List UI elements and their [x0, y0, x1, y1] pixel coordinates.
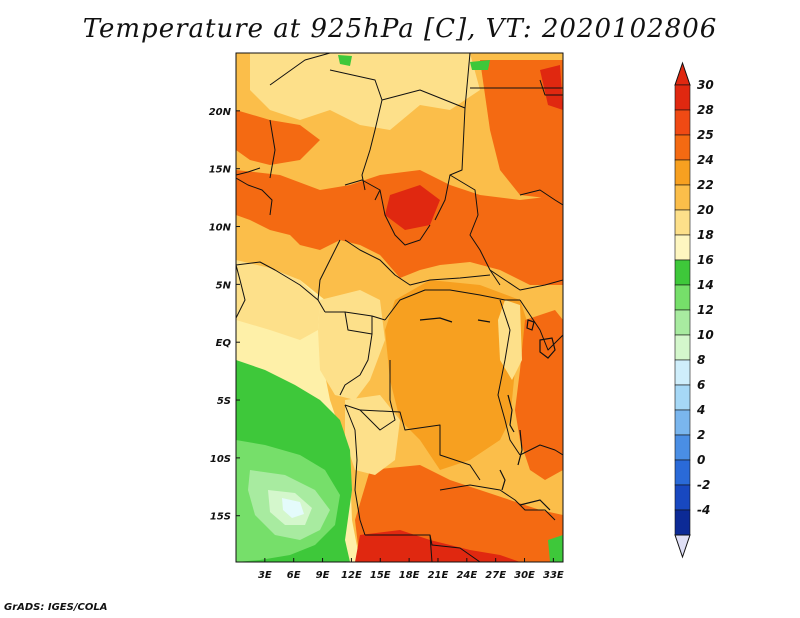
x-tick-label: 18E: [399, 570, 420, 581]
region-sahara-mild: [250, 53, 480, 130]
x-tick-label: 30E: [514, 570, 535, 581]
x-tick-label: 33E: [543, 570, 564, 581]
colorbar-label: 10: [697, 328, 714, 342]
colorbar-segment: [674, 409, 691, 436]
x-axis: 3E 6E 9E 12E 15E 18E 21E 24E 27E 30E 33E: [258, 558, 564, 581]
colorbar-segment: [674, 484, 691, 511]
speck-green-northeast: [470, 60, 490, 70]
colorbar-label: -4: [697, 503, 710, 517]
y-tick-label: 20N: [209, 107, 232, 118]
colorbar-label: -2: [697, 478, 710, 492]
colorbar-segment: [674, 234, 691, 261]
colorbar-label: 2: [697, 428, 705, 442]
colorbar-segment: [674, 109, 691, 136]
colorbar-label: 20: [697, 203, 714, 217]
colorbar-label: 4: [696, 403, 705, 417]
colorbar-label: 14: [697, 278, 714, 292]
region-east-hot: [480, 60, 563, 200]
colorbar-label: 22: [697, 178, 714, 192]
x-tick-label: 15E: [370, 570, 391, 581]
region-gabon-mild: [318, 290, 385, 400]
region-congo-basin: [385, 280, 530, 470]
colorbar-label: 16: [697, 253, 714, 267]
colorbar-label: 6: [697, 378, 705, 392]
region-northwest-hot: [236, 110, 320, 165]
colorbar-segment: [674, 509, 691, 536]
colorbar-segment: [674, 359, 691, 386]
region-lake-mild: [498, 300, 522, 380]
temperature-field: [236, 53, 563, 562]
x-tick-label: 3E: [258, 570, 272, 581]
region-angola-mild: [345, 395, 400, 475]
colorbar-segment: [674, 159, 691, 186]
y-tick-label: EQ: [216, 338, 232, 349]
colorbar-label: 25: [697, 128, 714, 142]
map-title: Temperature at 925hPa [C], VT: 202010280…: [82, 14, 718, 44]
speck-green-north: [338, 55, 352, 66]
colorbar-label: 0: [697, 453, 705, 467]
x-tick-label: 12E: [341, 570, 362, 581]
lakes: [419, 317, 556, 511]
y-axis: 20N 15N 10N 5N EQ 5S 10S 15S: [209, 107, 240, 523]
x-tick-label: 27E: [485, 570, 506, 581]
colorbar-segment: [674, 184, 691, 211]
colorbar-segment: [674, 209, 691, 236]
colorbar-label: 12: [697, 303, 714, 317]
y-tick-label: 10N: [209, 223, 232, 234]
speck-green-southeast: [548, 535, 563, 562]
colorbar-segment: [674, 334, 691, 361]
colorbar-segment: [674, 259, 691, 286]
colorbar-bottom-arrow: [674, 534, 691, 559]
x-tick-label: 24E: [456, 570, 477, 581]
colorbar-label: 18: [697, 228, 714, 242]
grads-credit: GrADS: IGES/COLA: [4, 602, 108, 613]
region-westcoast-mild: [236, 260, 320, 340]
y-tick-label: 15S: [210, 512, 231, 523]
colorbar-label: 30: [697, 78, 714, 92]
y-tick-label: 15N: [209, 165, 232, 176]
hotspot-chad: [385, 185, 440, 230]
colorbar-top-arrow: [674, 61, 691, 86]
region-rift-orange: [515, 310, 563, 480]
plot-frame: [235, 52, 564, 563]
colorbar-segment: [674, 84, 691, 111]
colorbar-segment: [674, 434, 691, 461]
region-atlantic-cyan-pale: [282, 498, 304, 518]
colorbar-segment: [674, 309, 691, 336]
colorbar-label: 8: [697, 353, 705, 367]
y-tick-label: 10S: [210, 454, 231, 465]
x-tick-label: 6E: [287, 570, 301, 581]
y-tick-label: 5N: [216, 280, 232, 291]
colorbar-segment: [674, 459, 691, 486]
x-tick-label: 21E: [428, 570, 449, 581]
colorbar-segment: [674, 284, 691, 311]
colorbar-segment: [674, 134, 691, 161]
colorbar-label: 24: [697, 153, 714, 167]
country-borders: [236, 53, 563, 562]
colorbar-label: 28: [697, 103, 714, 117]
y-tick-label: 5S: [217, 396, 231, 407]
x-tick-label: 9E: [316, 570, 330, 581]
region-sahel-hot: [236, 170, 563, 285]
colorbar-segment: [674, 384, 691, 411]
